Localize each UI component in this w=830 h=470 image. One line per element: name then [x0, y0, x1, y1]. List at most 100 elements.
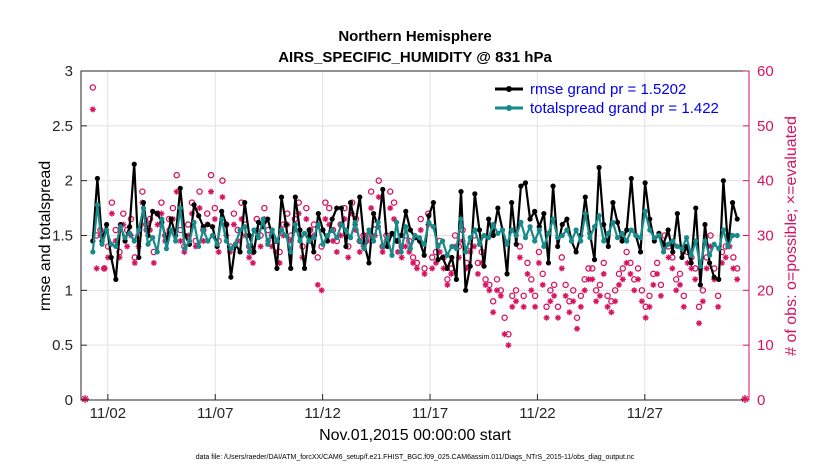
- series-point-totalspread: [550, 216, 556, 222]
- series-point-rmse: [108, 254, 114, 261]
- series-point-rmse: [154, 210, 160, 217]
- series-point-totalspread: [191, 219, 197, 225]
- series-point-rmse: [131, 161, 137, 167]
- series-point-totalspread: [518, 219, 524, 225]
- series-point-rmse: [136, 254, 142, 261]
- series-point-totalspread: [587, 235, 593, 241]
- series-point-totalspread: [145, 241, 151, 247]
- series-point-rmse: [550, 183, 556, 189]
- series-point-totalspread: [159, 216, 165, 222]
- obs-possible-point: [562, 281, 569, 289]
- obs-evaluated-point: [173, 188, 180, 195]
- series-point-totalspread: [403, 224, 409, 230]
- series-point-rmse: [619, 238, 625, 244]
- series-point-totalspread: [163, 246, 170, 252]
- y-axis-label: rmse and totalspread: [37, 161, 54, 311]
- series-point-rmse: [665, 227, 671, 233]
- series-point-totalspread: [513, 232, 519, 239]
- obs-evaluated-point: [730, 265, 737, 272]
- series-point-totalspread: [605, 230, 611, 236]
- series-point-totalspread: [242, 224, 248, 230]
- obs-evaluated-point: [413, 265, 420, 272]
- series-point-totalspread: [223, 238, 229, 244]
- series-point-rmse: [605, 243, 611, 250]
- series-point-totalspread: [555, 235, 561, 241]
- series-point-rmse: [706, 260, 713, 266]
- series-point-totalspread: [453, 246, 460, 252]
- obs-evaluated-point: [154, 221, 161, 228]
- obs-evaluated-point: [497, 292, 504, 299]
- y2-tick-label: 20: [757, 282, 774, 299]
- obs-possible-point: [714, 292, 722, 300]
- series-point-totalspread: [384, 235, 390, 241]
- series-point-totalspread: [628, 227, 634, 233]
- obs-possible-point: [203, 210, 211, 217]
- series-point-totalspread: [522, 235, 529, 241]
- x-tick-label: 11/27: [627, 405, 663, 422]
- series-point-totalspread: [186, 238, 193, 244]
- obs-evaluated-point: [699, 298, 706, 305]
- series-point-totalspread: [200, 227, 206, 233]
- series-point-totalspread: [131, 238, 137, 244]
- series-point-rmse: [113, 276, 119, 282]
- series-point-totalspread: [343, 227, 349, 233]
- obs-evaluated-point: [562, 292, 569, 299]
- series-point-rmse: [435, 257, 441, 263]
- series-point-rmse: [440, 254, 446, 261]
- obs-evaluated-point: [635, 276, 642, 283]
- obs-evaluated-point: [528, 287, 535, 294]
- obs-possible-point: [211, 204, 219, 212]
- obs-evaluated-point: [696, 320, 703, 327]
- obs-evaluated-point: [398, 254, 405, 261]
- obs-possible-point: [386, 188, 394, 195]
- obs-evaluated-point: [444, 281, 451, 288]
- series-point-rmse: [315, 210, 321, 217]
- series-point-totalspread: [495, 230, 501, 236]
- series-point-totalspread: [219, 216, 225, 222]
- series-point-totalspread: [320, 241, 326, 247]
- series-layer: [81, 84, 749, 403]
- series-point-totalspread: [265, 241, 271, 247]
- series-point-totalspread: [237, 227, 243, 233]
- series-point-totalspread: [334, 235, 340, 241]
- obs-possible-point: [322, 199, 329, 206]
- series-point-rmse: [513, 241, 519, 247]
- series-point-totalspread: [274, 238, 280, 244]
- series-point-rmse: [265, 216, 271, 222]
- series-point-totalspread: [182, 246, 188, 252]
- obs-evaluated-point: [566, 309, 573, 316]
- series-point-rmse: [407, 227, 413, 233]
- series-point-totalspread: [380, 243, 386, 250]
- obs-evaluated-point: [619, 276, 626, 283]
- series-point-rmse: [545, 260, 552, 266]
- series-point-rmse: [693, 205, 699, 211]
- legend-spread-label: totalspread grand pr = 1.422: [530, 100, 719, 117]
- obs-possible-point: [520, 292, 527, 300]
- series-point-totalspread: [706, 252, 713, 258]
- obs-evaluated-point: [581, 287, 588, 294]
- series-point-totalspread: [407, 246, 413, 252]
- obs-evaluated-point: [673, 287, 680, 294]
- obs-evaluated-point: [429, 265, 436, 272]
- series-point-rmse: [228, 274, 234, 280]
- series-point-totalspread: [214, 241, 220, 247]
- obs-possible-point: [619, 265, 627, 272]
- obs-possible-point: [207, 171, 215, 179]
- obs-possible-point: [501, 314, 508, 321]
- series-point-rmse: [582, 194, 588, 200]
- series-point-rmse: [219, 208, 225, 214]
- series-point-totalspread: [665, 241, 671, 247]
- series-point-rmse: [338, 205, 344, 211]
- series-point-rmse: [205, 221, 211, 228]
- series-point-totalspread: [499, 227, 506, 233]
- obs-possible-point: [634, 265, 642, 272]
- obs-evaluated-point: [554, 314, 561, 321]
- obs-evaluated-point: [421, 270, 428, 277]
- series-point-rmse: [223, 221, 229, 228]
- series-point-rmse: [601, 221, 607, 228]
- y2-tick-label: 10: [757, 337, 774, 354]
- series-point-rmse: [495, 205, 501, 211]
- obs-evaluated-point: [387, 205, 394, 212]
- series-point-rmse: [518, 183, 524, 189]
